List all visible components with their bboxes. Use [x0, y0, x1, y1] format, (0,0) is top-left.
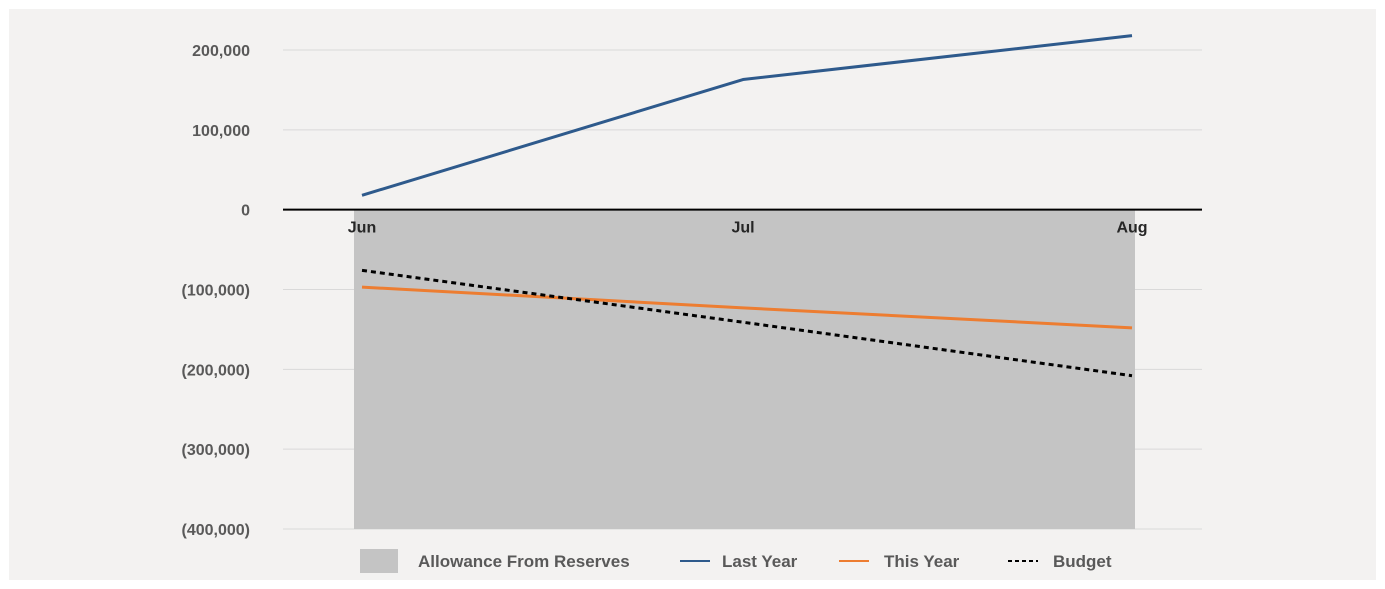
y-tick-label: (200,000) — [182, 362, 251, 379]
y-tick-label: 200,000 — [192, 43, 250, 60]
legend-label-budget: Budget — [1053, 552, 1112, 571]
area-series-group — [354, 209, 1135, 529]
y-tick-label: 100,000 — [192, 123, 250, 140]
legend: Allowance From Reserves Last Year This Yea… — [360, 549, 1112, 573]
line-series-last-year — [361, 34, 1133, 197]
x-category-label: Aug — [1116, 220, 1147, 237]
legend-label-this-year: This Year — [884, 552, 960, 571]
line-series-group — [361, 34, 1133, 378]
x-category-label: Jun — [348, 220, 376, 237]
y-tick-label: (100,000) — [182, 283, 251, 300]
x-axis-category-labels: Jun Jul Aug — [348, 220, 1148, 237]
y-tick-label: (400,000) — [182, 522, 251, 539]
x-category-label: Jul — [731, 220, 754, 237]
legend-label-last-year: Last Year — [722, 552, 798, 571]
y-tick-label: (300,000) — [182, 442, 251, 459]
legend-swatch-allowance-from-reserves — [360, 549, 398, 573]
legend-label-allowance-from-reserves: Allowance From Reserves — [418, 552, 630, 571]
y-tick-label: 0 — [241, 203, 250, 220]
line-series-budget — [361, 268, 1133, 378]
y-axis-tick-labels: 200,000 100,000 0 (100,000) (200,000) (300,00… — [182, 43, 251, 539]
line-series-this-year — [361, 285, 1133, 330]
area-series-allowance-from-reserves — [354, 209, 1135, 529]
